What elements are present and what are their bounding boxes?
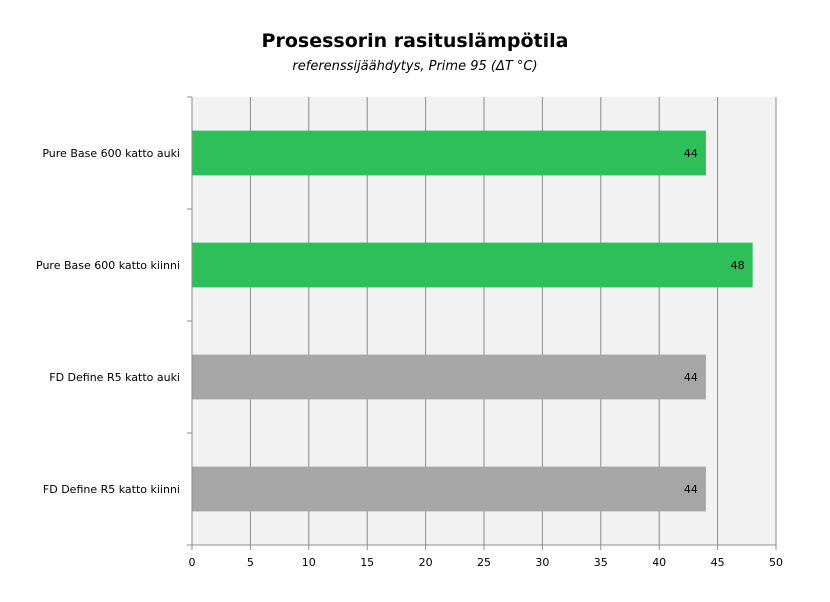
x-tick-label: 30 bbox=[535, 556, 549, 569]
labels: 0 5 10 15 20 25 30 35 40 45 50 Pure Base 600 katto … bbox=[36, 147, 783, 569]
bar bbox=[192, 354, 706, 400]
axes bbox=[187, 96, 777, 550]
x-tick-label: 10 bbox=[302, 556, 316, 569]
x-tick-label: 15 bbox=[360, 556, 374, 569]
x-tick-label: 0 bbox=[189, 556, 196, 569]
data-label: 44 bbox=[684, 147, 698, 160]
bar bbox=[192, 130, 706, 176]
category-label: FD Define R5 katto auki bbox=[49, 371, 180, 384]
x-tick-label: 50 bbox=[769, 556, 783, 569]
data-label: 44 bbox=[684, 371, 698, 384]
x-tick-label: 40 bbox=[652, 556, 666, 569]
bar bbox=[192, 466, 706, 512]
x-tick-label: 5 bbox=[247, 556, 254, 569]
category-label: Pure Base 600 katto kiinni bbox=[36, 259, 180, 272]
category-label: FD Define R5 katto kiinni bbox=[43, 483, 180, 496]
x-tick-label: 35 bbox=[594, 556, 608, 569]
bars bbox=[192, 130, 753, 512]
chart-subtitle: referenssijäähdytys, Prime 95 (ΔT °C) bbox=[292, 59, 538, 74]
category-label: Pure Base 600 katto auki bbox=[42, 147, 180, 160]
x-tick-label: 20 bbox=[419, 556, 433, 569]
bar bbox=[192, 242, 753, 288]
data-label: 48 bbox=[731, 259, 745, 272]
x-tick-label: 45 bbox=[711, 556, 725, 569]
x-tick-label: 25 bbox=[477, 556, 491, 569]
chart-title: Prosessorin rasituslämpötila bbox=[261, 30, 569, 52]
data-label: 44 bbox=[684, 483, 698, 496]
